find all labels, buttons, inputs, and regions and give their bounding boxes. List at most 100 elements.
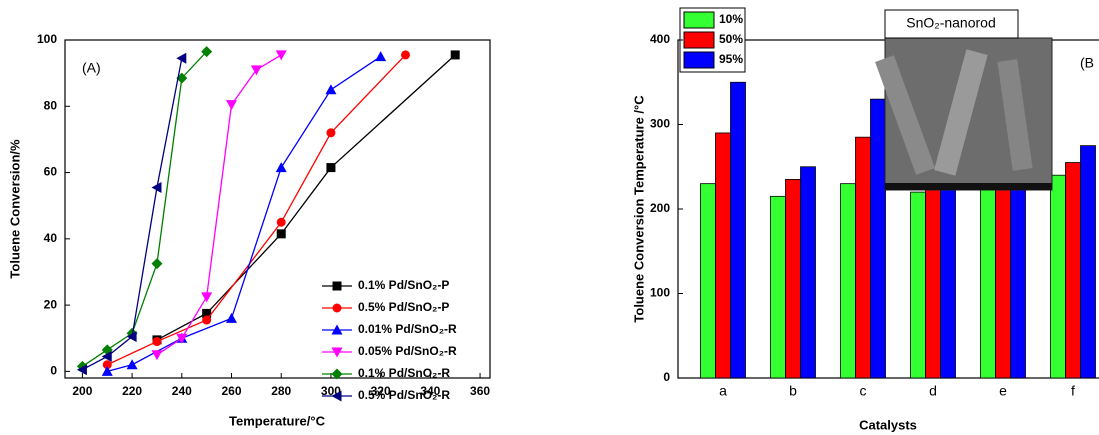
x-tick-label: 220 bbox=[122, 384, 142, 398]
plot-frame-a bbox=[64, 39, 491, 379]
x-tick-label: 240 bbox=[172, 384, 192, 398]
marker bbox=[151, 258, 163, 270]
marker bbox=[400, 50, 410, 60]
y-tick-label: 0 bbox=[50, 364, 57, 378]
sem-texture bbox=[997, 59, 1033, 171]
x-tick-label: 280 bbox=[271, 384, 291, 398]
legend-label: 10% bbox=[719, 12, 743, 26]
sem-texture bbox=[934, 49, 988, 176]
marker bbox=[176, 333, 188, 344]
marker bbox=[126, 331, 137, 343]
legend-swatch bbox=[683, 11, 715, 29]
y-tick-label: 100 bbox=[650, 286, 670, 300]
y-tick-label: 0 bbox=[663, 370, 670, 384]
series-line bbox=[82, 58, 183, 371]
marker bbox=[101, 365, 113, 376]
bar bbox=[1065, 162, 1081, 379]
legend-label: 0.1% Pd/SnO₂-R bbox=[358, 366, 450, 380]
legend-label: 0.1% Pd/SnO₂-P bbox=[358, 278, 449, 292]
marker bbox=[176, 52, 187, 64]
annotation: (B bbox=[1080, 55, 1094, 71]
x-axis-label: Temperature/°C bbox=[229, 413, 326, 428]
inset-label: SnO₂-nanorod bbox=[906, 15, 996, 31]
marker bbox=[326, 128, 336, 138]
legend-marker bbox=[331, 390, 342, 402]
x-tick-label: e bbox=[999, 383, 1007, 399]
y-tick-label: 60 bbox=[44, 165, 58, 179]
bar bbox=[700, 183, 716, 379]
legend-label: 50% bbox=[719, 32, 743, 46]
y-axis-label: Toluene Conversion Temperature /°C bbox=[631, 95, 646, 323]
legend-label: 0.5% Pd/SnO₂-R bbox=[358, 388, 450, 402]
legend-marker bbox=[332, 281, 342, 291]
legend-marker bbox=[331, 368, 343, 380]
marker bbox=[375, 51, 387, 62]
series-line bbox=[107, 56, 382, 373]
marker bbox=[201, 292, 213, 303]
legend-marker bbox=[331, 347, 343, 358]
bar bbox=[855, 136, 871, 379]
legend-label: 0.5% Pd/SnO₂-P bbox=[358, 300, 449, 314]
bar bbox=[1080, 145, 1096, 379]
marker bbox=[76, 364, 87, 376]
series-line bbox=[106, 54, 406, 366]
sem-scalebar-strip bbox=[885, 183, 1052, 190]
y-tick-label: 80 bbox=[44, 98, 58, 112]
series-line bbox=[156, 54, 282, 356]
x-tick-label: 340 bbox=[420, 384, 440, 398]
x-tick-label: f bbox=[1071, 383, 1075, 399]
y-tick-label: 20 bbox=[44, 297, 58, 311]
legend-label: 0.05% Pd/SnO₂-R bbox=[358, 344, 457, 358]
marker bbox=[326, 163, 336, 173]
marker bbox=[101, 350, 112, 362]
x-tick-label: d bbox=[929, 383, 937, 399]
y-tick-label: 40 bbox=[44, 231, 58, 245]
sem-texture bbox=[875, 55, 935, 175]
marker bbox=[275, 162, 287, 173]
marker bbox=[276, 217, 286, 227]
marker bbox=[151, 350, 163, 361]
x-tick-label: 320 bbox=[371, 384, 391, 398]
bar bbox=[980, 174, 996, 379]
marker bbox=[450, 50, 460, 60]
bar bbox=[730, 81, 746, 379]
marker bbox=[325, 84, 337, 95]
x-tick-label: 260 bbox=[222, 384, 242, 398]
marker bbox=[152, 337, 162, 347]
x-tick-label: 360 bbox=[470, 384, 490, 398]
legend-swatch bbox=[683, 51, 715, 69]
inset-label-box bbox=[884, 9, 1019, 39]
marker bbox=[276, 229, 286, 239]
marker bbox=[250, 65, 262, 76]
bar bbox=[925, 183, 941, 379]
y-tick-label: 300 bbox=[650, 117, 670, 131]
bar bbox=[715, 132, 731, 379]
y-tick-label: 400 bbox=[650, 32, 670, 46]
x-tick-label: a bbox=[719, 383, 727, 399]
marker bbox=[202, 315, 212, 325]
marker bbox=[202, 308, 212, 318]
legend-swatch bbox=[683, 31, 715, 49]
legend-label: 0.01% Pd/SnO₂-R bbox=[358, 322, 457, 336]
series-line bbox=[82, 51, 208, 367]
y-tick-label: 100 bbox=[37, 32, 57, 46]
annotation: (A) bbox=[82, 60, 101, 76]
bar bbox=[910, 191, 926, 379]
bar bbox=[785, 179, 801, 379]
marker bbox=[275, 50, 287, 61]
bar bbox=[870, 98, 886, 379]
series-line bbox=[156, 54, 456, 341]
x-tick-label: 200 bbox=[72, 384, 92, 398]
legend-label: 95% bbox=[719, 52, 743, 66]
legend-marker bbox=[331, 324, 343, 335]
x-tick-label: c bbox=[860, 383, 867, 399]
marker bbox=[226, 100, 238, 111]
marker bbox=[151, 181, 162, 193]
bar bbox=[1050, 174, 1066, 379]
bar bbox=[940, 174, 956, 379]
y-axis-label: Toluene Conversion/% bbox=[7, 139, 22, 279]
bar bbox=[770, 195, 786, 379]
legend-marker bbox=[332, 303, 342, 313]
x-axis-label: Catalysts bbox=[859, 417, 917, 432]
